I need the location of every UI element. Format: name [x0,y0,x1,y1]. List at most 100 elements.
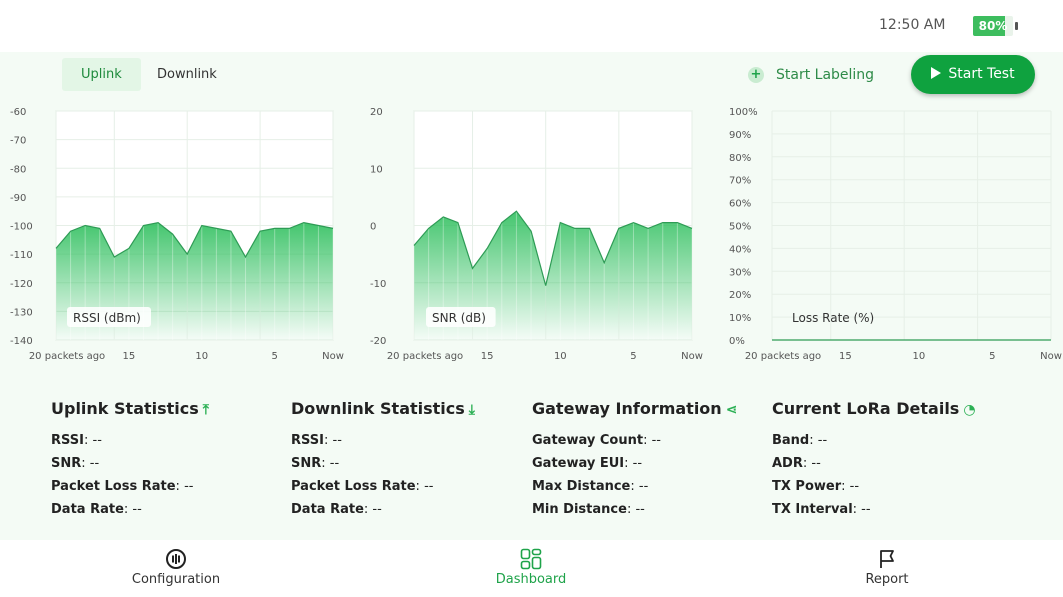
y-tick-label: -70 [10,136,26,147]
battery-fill [973,16,1005,36]
clock-time: 12:50 AM [879,17,946,33]
stat-value: -- [861,502,871,517]
x-tick-label: 5 [630,351,636,362]
y-tick-label: -90 [10,193,26,204]
x-tick-label: Now [1040,351,1062,362]
stat-row: Gateway EUI: -- [532,456,643,471]
upload-icon: ⤒ [202,402,209,418]
y-tick-label: 40% [729,244,751,255]
y-tick-label: 50% [729,222,751,233]
lora-details-panel: Current LoRa Details ◔ Band: -- ADR: -- T… [772,398,976,521]
y-tick-label: -130 [10,307,33,318]
tab-uplink[interactable]: Uplink [62,58,141,91]
stat-label: Gateway Count [532,433,644,448]
battery-label: 80% [978,19,1008,33]
x-tick-label: 20 packets ago [29,351,105,362]
stat-value: -- [632,456,643,471]
x-tick-label: 15 [839,351,852,362]
chart-title-chip [67,307,151,327]
stat-value: -- [372,502,382,517]
stat-row: RSSI: -- [51,433,102,448]
gateway-information-title: Gateway Information ⋖ [532,398,737,420]
battery-indicator: 80% [973,16,1018,36]
configuration-icon [166,549,186,569]
stat-row: Packet Loss Rate: -- [291,479,434,494]
y-tick-label: 80% [729,153,751,164]
stat-value: -- [89,456,100,471]
stat-label: Max Distance [532,479,631,494]
chart-title: RSSI (dBm) [73,311,141,325]
stat-row: Min Distance: -- [532,502,645,517]
stat-label: Packet Loss Rate [291,479,416,494]
x-tick-label: 10 [912,351,925,362]
stat-row: ADR: -- [772,456,821,471]
downlink-statistics-panel: Downlink Statistics ⤓ RSSI: -- SNR: -- Pa… [291,398,475,521]
stat-value: -- [811,456,821,471]
x-tick-label: 15 [123,351,136,362]
stat-label: Gateway EUI [532,456,625,471]
y-tick-label: 100% [729,107,758,118]
uplink-statistics-panel: Uplink Statistics ⤒ RSSI: -- SNR: -- Pack… [51,398,209,521]
stat-label: Band [772,433,810,448]
chart-title: Loss Rate (%) [792,311,874,325]
battery-tip [1015,22,1018,30]
y-tick-label: 10% [729,313,751,324]
play-icon [931,67,942,79]
stat-row: Gateway Count: -- [532,433,661,448]
stat-label: ADR [772,456,803,471]
stat-row: RSSI: -- [291,433,342,448]
stat-label: TX Interval [772,502,853,517]
stat-label: TX Power [772,479,842,494]
downlink-statistics-title: Downlink Statistics ⤓ [291,398,475,420]
x-tick-label: 10 [195,351,208,362]
y-tick-label: -120 [10,279,33,290]
y-tick-label: -100 [10,222,33,233]
x-tick-label: Now [681,351,703,362]
x-tick-label: 5 [271,351,277,362]
stat-label: RSSI [51,433,84,448]
stat-row: Data Rate: -- [291,502,382,517]
top-status-bar [0,0,1063,52]
stat-value: -- [184,479,194,494]
stat-row: TX Power: -- [772,479,860,494]
y-tick-label: 0 [370,222,376,233]
chart-title: SNR (dB) [432,311,486,325]
share-nodes-icon: ⋖ [725,402,738,418]
stat-value: -- [849,479,860,494]
stat-label: Data Rate [51,502,124,517]
y-tick-label: 30% [729,267,751,278]
x-tick-label: 5 [989,351,995,362]
stat-value: -- [424,479,434,494]
nav-configuration[interactable]: Configuration [106,548,246,587]
start-labeling-button[interactable]: + Start Labeling [748,63,874,87]
lora-details-title-text: Current LoRa Details [772,399,960,418]
chart-title-chip [426,307,496,327]
chart-series-line [55,221,334,259]
stat-label: SNR [51,456,82,471]
stat-label: Packet Loss Rate [51,479,176,494]
y-tick-label: 90% [729,130,751,141]
x-tick-label: 20 packets ago [387,351,463,362]
stat-value: -- [635,502,645,517]
lora-details-title: Current LoRa Details ◔ [772,398,976,420]
stat-value: -- [329,456,340,471]
y-tick-label: -60 [10,107,26,118]
y-tick-label: -20 [370,336,386,347]
signal-waves-icon: ◔ [963,402,976,418]
y-tick-label: 10 [370,164,383,175]
start-test-button[interactable]: Start Test [911,55,1035,94]
nav-dashboard[interactable]: Dashboard [461,548,601,587]
stat-row: TX Interval: -- [772,502,871,517]
stat-row: Max Distance: -- [532,479,649,494]
stat-label: SNR [291,456,322,471]
y-tick-label: -80 [10,164,26,175]
nav-report[interactable]: Report [817,548,957,587]
plus-circle-icon: + [748,67,764,83]
downlink-statistics-title-text: Downlink Statistics [291,399,465,418]
download-icon: ⤓ [468,402,475,418]
stat-label: Data Rate [291,502,364,517]
gateway-information-title-text: Gateway Information [532,399,722,418]
x-tick-label: Now [322,351,344,362]
tab-downlink[interactable]: Downlink [157,67,217,82]
